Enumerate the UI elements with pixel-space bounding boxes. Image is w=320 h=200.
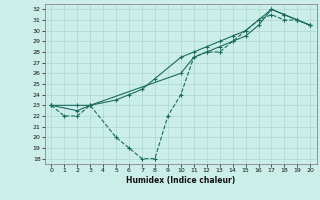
- X-axis label: Humidex (Indice chaleur): Humidex (Indice chaleur): [126, 176, 236, 185]
